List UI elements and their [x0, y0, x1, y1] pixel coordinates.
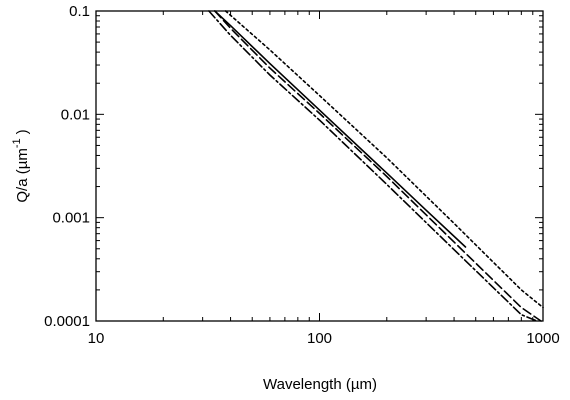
series-line-dashed: [214, 10, 542, 322]
tick-labels: 10 100 1000 0.1 0.01 0.001 0.0001: [44, 3, 560, 347]
plot-frame: [95, 10, 544, 322]
series-line-dotted: [224, 10, 544, 309]
x-tick-label: 1000: [526, 330, 559, 347]
y-axis-title-main: Q/a (µm: [14, 148, 31, 202]
series-group: [208, 10, 544, 322]
series-line-solid: [214, 10, 467, 248]
axis-ticks: [95, 11, 543, 322]
x-axis-title: Wavelength (µm): [263, 376, 377, 393]
svg-text:Q/a (µm-1): Q/a (µm-1): [11, 129, 31, 202]
y-tick-label: 0.0001: [44, 313, 90, 330]
x-tick-label: 10: [88, 330, 105, 347]
y-axis-title-exp: -1: [11, 138, 23, 148]
y-tick-label: 0.01: [61, 106, 90, 123]
x-tick-label: 100: [307, 330, 332, 347]
y-tick-label: 0.1: [69, 3, 90, 20]
series-line-dashdot: [208, 10, 538, 322]
y-axis-title-close: ): [14, 129, 31, 134]
y-tick-label: 0.001: [52, 210, 90, 227]
y-axis-title: Q/a (µm-1): [11, 129, 31, 202]
